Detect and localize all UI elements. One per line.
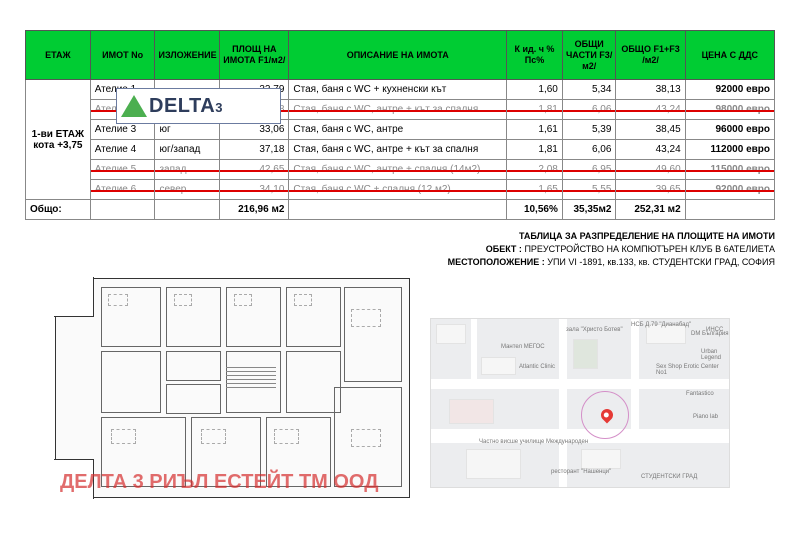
cell-plosht: 37,18 (220, 140, 289, 160)
table-row: Ателие 6север34,10Стая, баня с WC + спал… (26, 180, 775, 200)
cell-izl: север (155, 180, 220, 200)
th-obt: ОБЩО F1+F3 /м2/ (616, 31, 685, 80)
th-imot: ИМОТ No (90, 31, 155, 80)
cell-opis: Стая, баня с WC, антре + кът за спалня (289, 140, 507, 160)
th-opis: ОПИСАНИЕ НА ИМОТА (289, 31, 507, 80)
map-label: СТУДЕНТСКИ ГРАД (641, 474, 697, 480)
totals-row: Общо: 216,96 м2 10,56%35,35м2252,31 м2 (26, 200, 775, 220)
total-cell (90, 200, 155, 220)
th-obch: ОБЩИ ЧАСТИ F3/ м2/ (562, 31, 616, 80)
logo-triangle-icon (121, 95, 147, 117)
th-etaz: ЕТАЖ (26, 31, 91, 80)
cell-opis: Стая, баня с WC + спалня (12 м2) (289, 180, 507, 200)
total-cell (289, 200, 507, 220)
total-cell: 216,96 м2 (220, 200, 289, 220)
th-izl: ИЗЛОЖЕНИЕ (155, 31, 220, 80)
cell-kid: 1,81 (507, 100, 563, 120)
map-label: Fantastico (686, 391, 714, 397)
map-label: Sex Shop Erotic Center No1 (656, 364, 729, 376)
map-label: ресторант "Нашенци" (551, 469, 611, 475)
map-label: Urban Legend (701, 349, 729, 361)
watermark-text: ДЕЛТА 3 РИЪЛ ЕСТЕЙТ ТМ ООД (60, 471, 378, 494)
info-line2: ОБЕКТ : ПРЕУСТРОЙСТВО НА КОМПЮТЪРЕН КЛУБ… (0, 243, 775, 256)
map-label: зала "Христо Ботев" (566, 327, 623, 333)
th-kid: К ид. ч % Пс% (507, 31, 563, 80)
total-cell: 10,56% (507, 200, 563, 220)
table-header-row: ЕТАЖ ИМОТ No ИЗЛОЖЕНИЕ ПЛОЩ НА ИМОТА F1/… (26, 31, 775, 80)
cell-obch: 6,06 (562, 140, 616, 160)
total-cell (155, 200, 220, 220)
cell-obt: 38,45 (616, 120, 685, 140)
total-cell (685, 200, 774, 220)
cell-opis: Стая, баня с WC + кухненски кът (289, 80, 507, 100)
cell-opis: Стая, баня с WC, антре (289, 120, 507, 140)
info-block: ТАБЛИЦА ЗА РАЗПРЕДЕЛЕНИЕ НА ПЛОЩИТЕ НА И… (0, 220, 800, 268)
cell-opis: Стая, баня с WC, антре + кът за спалня (289, 100, 507, 120)
cell-cena: 92000 евро (685, 80, 774, 100)
cell-obch: 5,39 (562, 120, 616, 140)
location-map[interactable]: Мантел МЕГОСAtlantic ClinicDM БългарияSe… (430, 318, 730, 488)
th-cena: ЦЕНА С ДДС (685, 31, 774, 80)
table-row: Ателие 4юг/запад37,18Стая, баня с WC, ан… (26, 140, 775, 160)
floor-plan (55, 278, 410, 498)
cell-kid: 1,81 (507, 140, 563, 160)
map-label: Piano lab (693, 414, 718, 420)
cell-opis: Стая, баня с WC, антре + спалня (14м2) (289, 160, 507, 180)
total-cell: Общо: (26, 200, 91, 220)
delta3-logo-overlay: DELTA3 (116, 88, 281, 124)
cell-cena: 115000 евро (685, 160, 774, 180)
cell-izl: юг/запад (155, 140, 220, 160)
cell-obt: 39,65 (616, 180, 685, 200)
cell-cena: 92000 евро (685, 180, 774, 200)
th-plosht: ПЛОЩ НА ИМОТА F1/м2/ (220, 31, 289, 80)
total-cell: 35,35м2 (562, 200, 616, 220)
map-label: Atlantic Clinic (519, 364, 555, 370)
cell-obch: 5,55 (562, 180, 616, 200)
property-table: ЕТАЖ ИМОТ No ИЗЛОЖЕНИЕ ПЛОЩ НА ИМОТА F1/… (25, 30, 775, 220)
cell-imot: Ателие 6 (90, 180, 155, 200)
info-line1: ТАБЛИЦА ЗА РАЗПРЕДЕЛЕНИЕ НА ПЛОЩИТЕ НА И… (0, 230, 775, 243)
logo-text: DELTA3 (149, 95, 223, 118)
cell-kid: 1,65 (507, 180, 563, 200)
cell-obch: 5,34 (562, 80, 616, 100)
cell-kid: 1,61 (507, 120, 563, 140)
cell-obch: 6,95 (562, 160, 616, 180)
cell-kid: 1,60 (507, 80, 563, 100)
cell-imot: Ателие 5 (90, 160, 155, 180)
cell-cena: 98000 евро (685, 100, 774, 120)
cell-obch: 6,06 (562, 100, 616, 120)
map-label: Частно висше училище Международен (479, 439, 588, 445)
map-label: ИНСС (706, 327, 723, 333)
total-cell: 252,31 м2 (616, 200, 685, 220)
cell-plosht: 42,65 (220, 160, 289, 180)
cell-obt: 43,24 (616, 100, 685, 120)
map-label: НСБ Д.79 "Дианабад" (631, 322, 691, 328)
cell-izl: запад (155, 160, 220, 180)
map-label: Мантел МЕГОС (501, 344, 545, 350)
cell-obt: 38,13 (616, 80, 685, 100)
info-line3: МЕСТОПОЛОЖЕНИЕ : УПИ VI -1891, кв.133, к… (0, 256, 775, 269)
cell-plosht: 34,10 (220, 180, 289, 200)
cell-cena: 112000 евро (685, 140, 774, 160)
cell-imot: Ателие 4 (90, 140, 155, 160)
cell-obt: 43,24 (616, 140, 685, 160)
table-row: Ателие 5запад42,65Стая, баня с WC, антре… (26, 160, 775, 180)
floor-label-cell: 1-ви ЕТАЖ кота +3,75 (26, 80, 91, 200)
cell-kid: 2,08 (507, 160, 563, 180)
lower-section: Мантел МЕГОСAtlantic ClinicDM БългарияSe… (0, 268, 800, 498)
cell-cena: 96000 евро (685, 120, 774, 140)
cell-obt: 49,60 (616, 160, 685, 180)
